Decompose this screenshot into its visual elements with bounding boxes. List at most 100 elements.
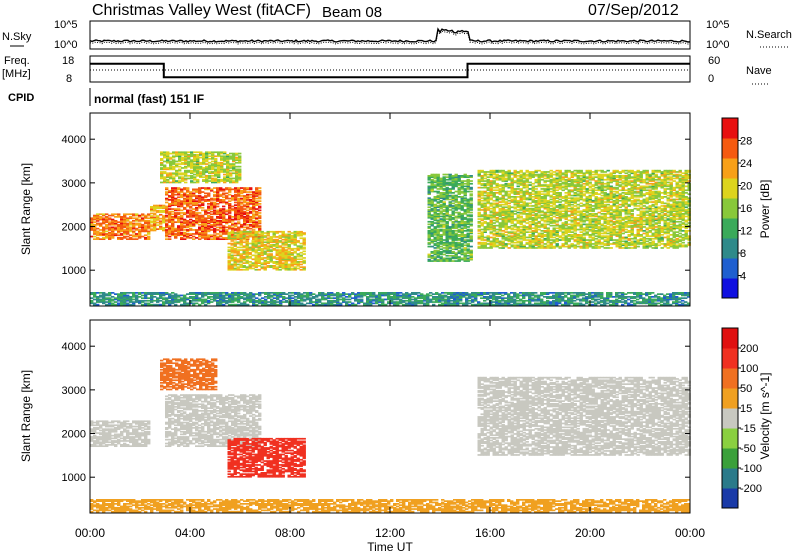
echo-cell — [558, 230, 562, 232]
echo-cell — [543, 245, 547, 248]
echo-cell — [561, 231, 565, 234]
echo-cell — [451, 220, 455, 223]
echo-cell — [492, 230, 496, 232]
echo-cell — [576, 199, 580, 202]
echo-cell — [236, 249, 240, 251]
echo-cell — [111, 218, 115, 221]
echo-cell — [513, 190, 517, 193]
echo-cell — [102, 227, 106, 230]
echo-cell — [516, 192, 520, 194]
echo-cell — [445, 257, 449, 260]
echo-cell — [585, 211, 589, 214]
echo-cell — [186, 188, 190, 191]
echo-cell — [175, 171, 179, 173]
echo-cell — [576, 219, 580, 222]
echo-cell — [129, 222, 133, 225]
echo-cell — [246, 238, 250, 241]
echo-cell — [516, 228, 520, 231]
echo-cell — [585, 234, 589, 236]
echo-cell — [240, 191, 244, 193]
echo-cell — [238, 160, 242, 163]
echo-cell — [510, 237, 514, 240]
echo-cell — [195, 203, 199, 205]
echo-cell — [230, 232, 234, 234]
echo-cell — [582, 180, 586, 182]
echo-cell — [257, 258, 261, 261]
echo-cell — [156, 221, 160, 224]
echo-cell — [576, 175, 580, 177]
echo-cell — [211, 160, 215, 163]
echo-cell — [302, 232, 306, 234]
echo-cell — [239, 253, 243, 255]
echo-cell — [219, 227, 223, 230]
echo-cell — [150, 228, 154, 231]
echo-cell — [546, 245, 550, 248]
echo-cell — [189, 206, 193, 209]
echo-cell — [232, 180, 236, 182]
echo-cell — [534, 203, 538, 206]
echo-cell — [430, 232, 434, 235]
echo-cell — [510, 231, 514, 234]
echo-cell — [480, 182, 484, 185]
echo-cell — [495, 241, 499, 244]
echo-cell — [573, 240, 577, 243]
echo-cell — [427, 254, 431, 257]
echo-cell — [242, 250, 246, 253]
echo-cell — [522, 198, 526, 201]
echo-cell — [245, 236, 249, 238]
echo-cell — [588, 205, 592, 207]
echo-cell — [570, 176, 574, 179]
echo-cell — [463, 239, 467, 241]
echo-cell — [454, 245, 458, 248]
echo-cell — [236, 241, 240, 244]
echo-cell — [163, 172, 167, 175]
echo-cell — [257, 234, 261, 237]
echo-cell — [233, 267, 237, 270]
echo-cell — [552, 207, 556, 210]
echo-cell — [606, 216, 610, 219]
echo-cell — [251, 230, 255, 233]
echo-cell — [460, 228, 464, 231]
echo-cell — [457, 220, 461, 223]
echo-cell — [454, 260, 458, 262]
echo-cell — [445, 254, 449, 257]
date-label: 07/Sep/2012 — [588, 2, 679, 19]
echo-cell — [228, 221, 232, 224]
echo-cell — [561, 172, 565, 175]
echo-cell — [433, 175, 437, 177]
echo-cell — [172, 155, 176, 158]
echo-cell — [237, 227, 241, 230]
echo-cell — [242, 236, 246, 238]
echo-cell — [242, 246, 246, 249]
echo-cell — [552, 215, 556, 218]
echo-cell — [216, 209, 220, 212]
echo-cell — [249, 201, 253, 204]
echo-cell — [477, 226, 481, 228]
echo-cell — [573, 192, 577, 194]
echo-cell — [552, 188, 556, 190]
echo-cell — [436, 194, 440, 197]
echo-cell — [466, 230, 470, 232]
echo-cell — [567, 184, 571, 186]
echo-cell — [483, 185, 487, 188]
echo-cell — [258, 227, 262, 230]
echo-cell — [216, 192, 220, 195]
echo-cell — [504, 172, 508, 175]
echo-cell — [239, 240, 243, 242]
echo-cell — [439, 224, 443, 227]
echo-cell — [466, 178, 470, 181]
echo-cell — [576, 193, 580, 196]
echo-cell — [196, 180, 200, 182]
echo-cell — [603, 231, 607, 234]
echo-cell — [516, 177, 520, 180]
echo-cell — [168, 226, 172, 229]
echo-cell — [120, 238, 124, 241]
echo-cell — [561, 237, 565, 240]
echo-cell — [430, 209, 434, 211]
echo-cell — [445, 210, 449, 213]
echo-cell — [184, 155, 188, 158]
echo-cell — [199, 172, 203, 175]
echo-cell — [442, 214, 446, 217]
echo-cell — [225, 221, 229, 224]
echo-cell — [606, 193, 610, 196]
